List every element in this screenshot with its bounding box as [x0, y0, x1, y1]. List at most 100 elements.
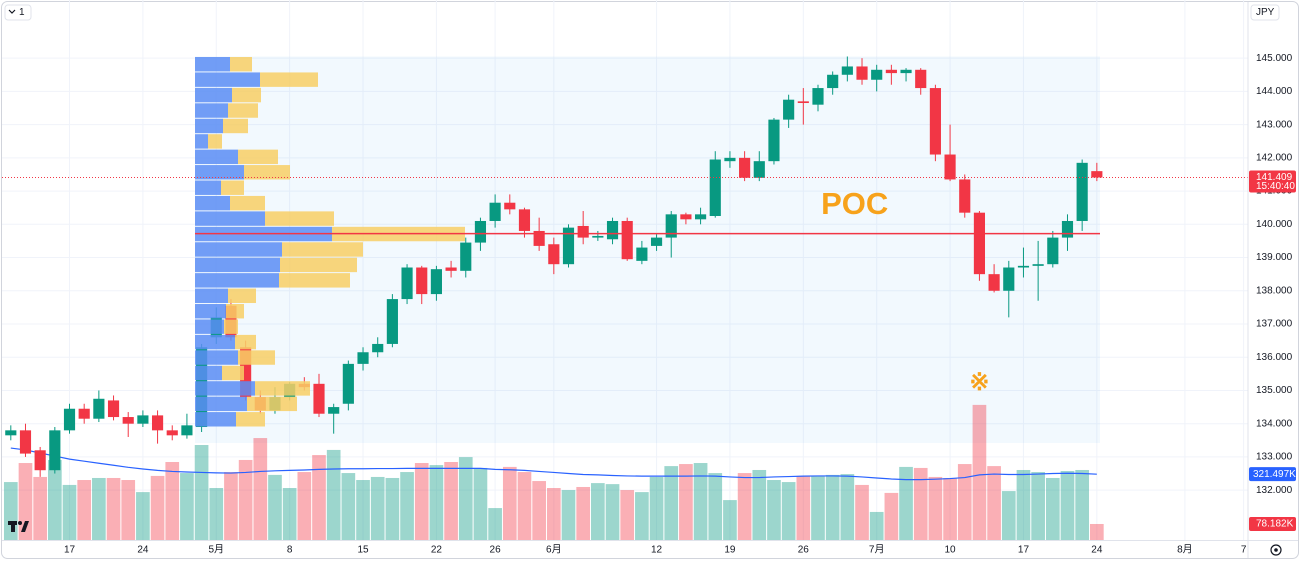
volume-bar: [517, 472, 532, 540]
y-tick-label: 143.000: [1256, 119, 1293, 130]
volume-bar: [825, 474, 840, 540]
volume-bar: [414, 463, 429, 540]
x-tick-label: 22: [431, 545, 443, 556]
candle-body: [1003, 267, 1015, 291]
volume-bar: [253, 438, 268, 540]
volume-bar: [1001, 491, 1016, 540]
volume-profile: [195, 56, 465, 427]
volume-bar: [224, 472, 238, 540]
candle-body: [533, 230, 545, 246]
volume-bar: [238, 459, 253, 540]
candle-body: [592, 235, 604, 238]
volume-bar: [282, 488, 297, 540]
profile-up: [195, 134, 208, 149]
axes: 145.000144.000143.000142.000141.000140.0…: [64, 53, 1296, 556]
profile-up: [195, 334, 235, 350]
candle-body: [34, 450, 46, 471]
x-tick-label: 7: [1241, 545, 1247, 556]
x-tick-label: 17: [1018, 545, 1030, 556]
volume-bar: [77, 480, 92, 540]
candle-body: [753, 161, 765, 178]
candle-body: [93, 398, 105, 419]
currency-button[interactable]: JPY: [1250, 4, 1280, 21]
profile-down: [279, 273, 350, 288]
profile-up: [195, 56, 230, 72]
candle-body: [240, 347, 252, 398]
candle-body: [1047, 237, 1059, 265]
ma-badge: [1249, 467, 1296, 482]
profile-down: [282, 242, 363, 257]
interval-label[interactable]: 1: [19, 7, 25, 18]
profile-up: [195, 288, 228, 304]
volume-bar: [546, 488, 561, 540]
x-tick-label: 10: [945, 545, 957, 556]
candle-body: [445, 267, 457, 271]
candle-body: [1017, 265, 1030, 268]
volume-last-label: 78.182K: [1256, 519, 1294, 530]
volume-bar: [18, 463, 33, 540]
x-tick-label: 17: [64, 545, 76, 556]
volume-bar: [180, 473, 194, 540]
profile-down: [228, 103, 258, 118]
volume-bar: [385, 477, 400, 540]
candle-body: [724, 157, 736, 162]
candle-body: [709, 159, 721, 216]
candle-body: [812, 88, 824, 105]
profile-down: [235, 334, 256, 350]
logo-part: [18, 521, 22, 525]
interval-button[interactable]: 1: [4, 4, 32, 21]
volume-bar: [913, 467, 928, 540]
candle-body: [122, 417, 134, 424]
gear-icon[interactable]: [1270, 544, 1282, 556]
candle-body: [151, 415, 164, 431]
candle-body: [944, 154, 956, 180]
volume-bar: [444, 462, 458, 540]
y-tick-label: 138.000: [1256, 285, 1293, 296]
candle-body: [19, 430, 32, 454]
profile-up: [195, 242, 282, 257]
currency-label[interactable]: JPY: [1256, 7, 1275, 18]
volume-bar: [194, 445, 209, 540]
candle-body: [900, 69, 912, 74]
y-tick-label: 139.000: [1256, 252, 1293, 263]
profile-up: [195, 165, 244, 180]
x-tick-label: 26: [798, 545, 810, 556]
x-tick-label: 8: [287, 545, 293, 556]
volume-bar: [620, 490, 635, 540]
button-bg[interactable]: [4, 4, 32, 21]
volume-bar: [781, 482, 796, 540]
volume-bar: [3, 482, 18, 540]
profile-down: [244, 165, 290, 180]
settings-button[interactable]: [1270, 544, 1282, 556]
volume-bar: [635, 492, 649, 540]
candle-body: [313, 383, 325, 414]
volume-bar: [605, 484, 620, 540]
profile-up: [195, 149, 238, 165]
candle-body: [768, 119, 780, 162]
candle-body: [915, 69, 927, 89]
volume-bar: [473, 467, 488, 540]
logo-part: [11, 521, 15, 532]
volume-bar: [150, 475, 165, 540]
volume-bar: [591, 483, 605, 540]
candle-body: [63, 408, 76, 431]
volume-bar: [869, 511, 884, 540]
volume-bar: [840, 474, 855, 540]
candle-body: [1061, 220, 1074, 238]
volume-bar: [92, 477, 106, 540]
volume-bar: [312, 455, 326, 540]
annotation: ※: [969, 369, 989, 396]
candle-body: [342, 363, 354, 404]
volume-bar: [767, 480, 781, 540]
volume-bar: [1089, 523, 1104, 540]
profile-up: [195, 304, 226, 319]
candle-body: [856, 66, 868, 80]
volume-bar: [576, 486, 591, 540]
button-bg[interactable]: [1250, 4, 1280, 21]
candle-body: [5, 430, 17, 436]
y-tick-label: 142.000: [1256, 152, 1293, 163]
volume-bar: [899, 466, 913, 540]
candle-body: [357, 352, 369, 364]
candle-body: [430, 269, 442, 295]
